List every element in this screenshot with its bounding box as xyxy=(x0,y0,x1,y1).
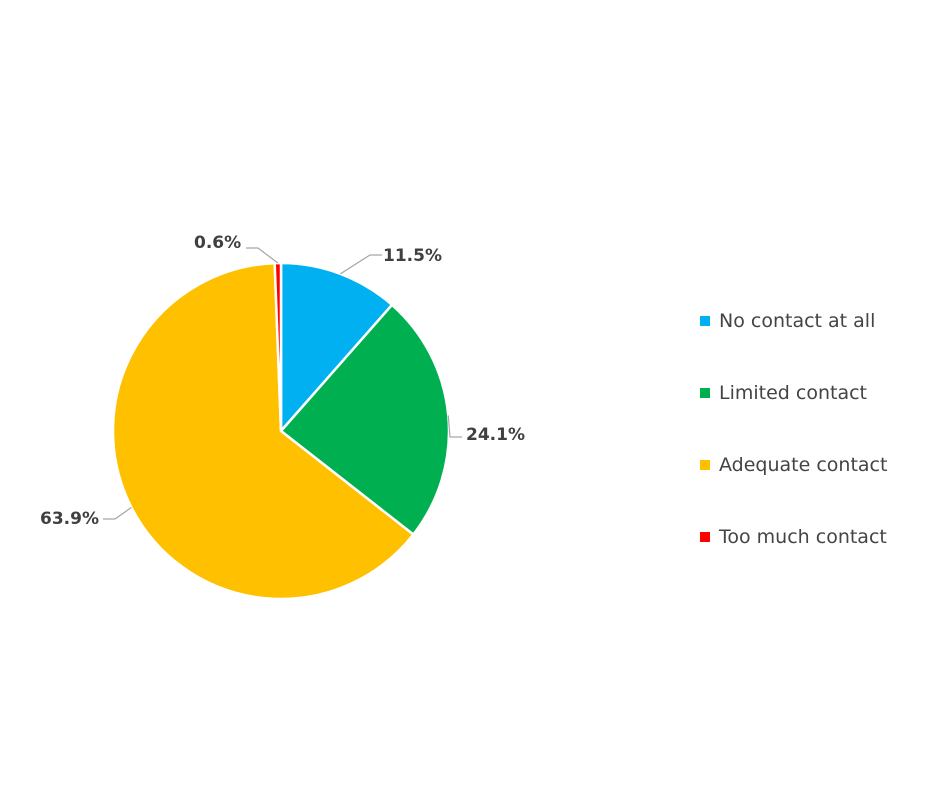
legend-item-adequate-contact: Adequate contact xyxy=(700,452,887,478)
leader-line-too-much-contact xyxy=(246,247,279,264)
legend-item-no-contact: No contact at all xyxy=(700,308,887,334)
legend-swatch-adequate-contact xyxy=(700,460,710,470)
pie-slices xyxy=(111,261,451,601)
legend-swatch-too-much-contact xyxy=(700,532,710,542)
data-label-too-much-contact: 0.6% xyxy=(194,233,241,253)
pie-slice-adequate-contact xyxy=(111,261,415,601)
legend-item-too-much-contact: Too much contact xyxy=(700,524,887,550)
data-label-no-contact: 11.5% xyxy=(383,246,442,266)
legend-label-limited-contact: Limited contact xyxy=(719,382,867,404)
leader-line-adequate-contact xyxy=(103,506,132,520)
data-label-adequate-contact: 63.9% xyxy=(40,509,99,529)
leader-line-no-contact xyxy=(340,254,382,275)
legend: No contact at all Limited contact Adequa… xyxy=(700,308,887,596)
pie-slice-limited-contact xyxy=(279,303,451,536)
data-label-limited-contact: 24.1% xyxy=(466,425,525,445)
data-labels: 11.5% 24.1% 63.9% 0.6% xyxy=(40,233,525,529)
legend-swatch-no-contact xyxy=(700,316,710,326)
legend-item-limited-contact: Limited contact xyxy=(700,380,887,406)
legend-swatch-limited-contact xyxy=(700,388,710,398)
leader-line-limited-contact xyxy=(447,415,462,438)
pie-slice-no-contact xyxy=(279,261,394,433)
legend-label-adequate-contact: Adequate contact xyxy=(719,454,888,476)
label-leader-lines xyxy=(103,247,462,520)
legend-label-no-contact: No contact at all xyxy=(719,310,876,332)
legend-label-too-much-contact: Too much contact xyxy=(719,526,887,548)
